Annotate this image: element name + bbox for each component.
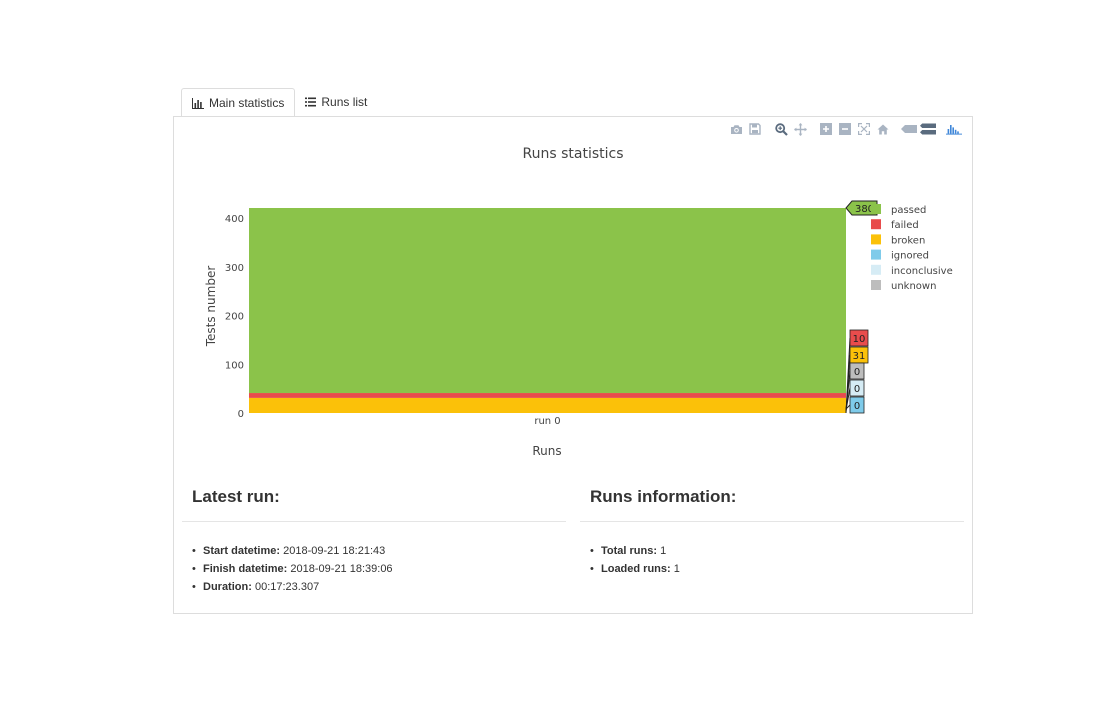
hover-labels: 380 10 31 0 0 0 — [845, 200, 878, 414]
legend-swatch-unknown[interactable] — [871, 280, 881, 290]
legend-swatch-ignored[interactable] — [871, 249, 881, 260]
y-tick-label: 400 — [225, 214, 244, 225]
zoom-in-icon[interactable] — [818, 121, 834, 137]
chart-modebar — [725, 121, 962, 137]
home-icon[interactable] — [875, 121, 891, 137]
x-axis: run 0 — [534, 416, 560, 427]
runs-information-list: Total runs: 1 Loaded runs: 1 — [590, 542, 680, 578]
list-item: Loaded runs: 1 — [590, 560, 680, 578]
tab-main-statistics-label: Main statistics — [209, 96, 285, 110]
zoom-out-icon[interactable] — [837, 121, 853, 137]
y-axis: 0 100 200 300 400 — [225, 214, 244, 420]
list-item: Total runs: 1 — [590, 542, 680, 560]
legend-swatch-inconclusive[interactable] — [871, 264, 881, 275]
y-axis-title: Tests number — [204, 266, 218, 348]
list-item: Duration: 00:17:23.307 — [192, 578, 393, 596]
divider — [182, 521, 566, 522]
chart-legend: passed failed broken ignored inconclusive unk… — [871, 204, 953, 292]
bar-chart-icon — [192, 97, 204, 109]
list-icon — [305, 97, 317, 107]
legend-item-inconclusive[interactable]: inconclusive — [891, 266, 953, 277]
hover-label-text: 0 — [854, 401, 860, 412]
legend-item-failed[interactable]: failed — [891, 220, 919, 231]
legend-swatch-broken[interactable] — [871, 234, 881, 245]
x-tick-label: run 0 — [534, 416, 560, 427]
hover-label-inconclusive — [849, 379, 865, 397]
legend-item-ignored[interactable]: ignored — [891, 251, 929, 262]
save-icon[interactable] — [747, 121, 763, 137]
chart-title: Runs statistics — [523, 146, 624, 162]
main-statistics-panel: Runs statistics 0 100 200 300 400 380 10 31 0 0 0… — [173, 116, 973, 614]
hover-label-unknown — [849, 362, 865, 380]
autoscale-icon[interactable] — [856, 121, 872, 137]
runs-information-section: Runs information: Total runs: 1 Loaded r… — [580, 487, 964, 578]
hover-label-ignored — [849, 396, 865, 414]
divider — [580, 521, 964, 522]
zoom-icon[interactable] — [773, 121, 789, 137]
tab-bar: Main statistics Runs list — [181, 88, 377, 118]
bars — [249, 208, 846, 413]
hover-label-failed — [849, 329, 869, 347]
y-tick-label: 0 — [238, 409, 244, 420]
hover-compare-icon[interactable] — [920, 121, 936, 137]
y-tick-label: 100 — [225, 360, 244, 371]
bar-passed[interactable] — [249, 208, 846, 394]
pan-icon[interactable] — [792, 121, 808, 137]
tab-main-statistics[interactable]: Main statistics — [181, 88, 296, 118]
list-item: Finish datetime: 2018-09-21 18:39:06 — [192, 560, 393, 578]
hover-leader-line — [845, 404, 851, 410]
tab-runs-list-label: Runs list — [321, 95, 368, 109]
y-tick-label: 300 — [225, 263, 244, 274]
latest-run-heading: Latest run: — [192, 487, 280, 506]
x-axis-title: Runs — [532, 444, 561, 458]
hover-leader-line — [845, 387, 851, 411]
hover-label-text: 31 — [853, 351, 866, 362]
runs-information-heading: Runs information: — [590, 487, 737, 506]
list-item: Start datetime: 2018-09-21 18:21:43 — [192, 542, 393, 560]
bar-broken[interactable] — [249, 397, 846, 413]
hover-closest-icon[interactable] — [901, 121, 917, 137]
legend-swatch-passed[interactable] — [871, 204, 881, 214]
hover-label-text: 10 — [853, 334, 866, 345]
legend-item-unknown[interactable]: unknown — [891, 281, 936, 292]
bar-failed[interactable] — [249, 393, 846, 398]
legend-swatch-failed[interactable] — [871, 219, 881, 230]
hover-label-text: 380 — [855, 204, 874, 215]
tab-runs-list[interactable]: Runs list — [295, 88, 377, 116]
legend-item-passed[interactable]: passed — [891, 205, 926, 216]
latest-run-section: Latest run: Start datetime: 2018-09-21 1… — [182, 487, 566, 596]
hover-label-text: 0 — [854, 367, 860, 378]
plotly-logo-icon[interactable] — [946, 121, 962, 137]
camera-icon[interactable] — [728, 121, 744, 137]
hover-label-text: 0 — [854, 384, 860, 395]
legend-item-broken[interactable]: broken — [891, 235, 925, 246]
latest-run-list: Start datetime: 2018-09-21 18:21:43 Fini… — [192, 542, 393, 596]
y-tick-label: 200 — [225, 312, 244, 323]
